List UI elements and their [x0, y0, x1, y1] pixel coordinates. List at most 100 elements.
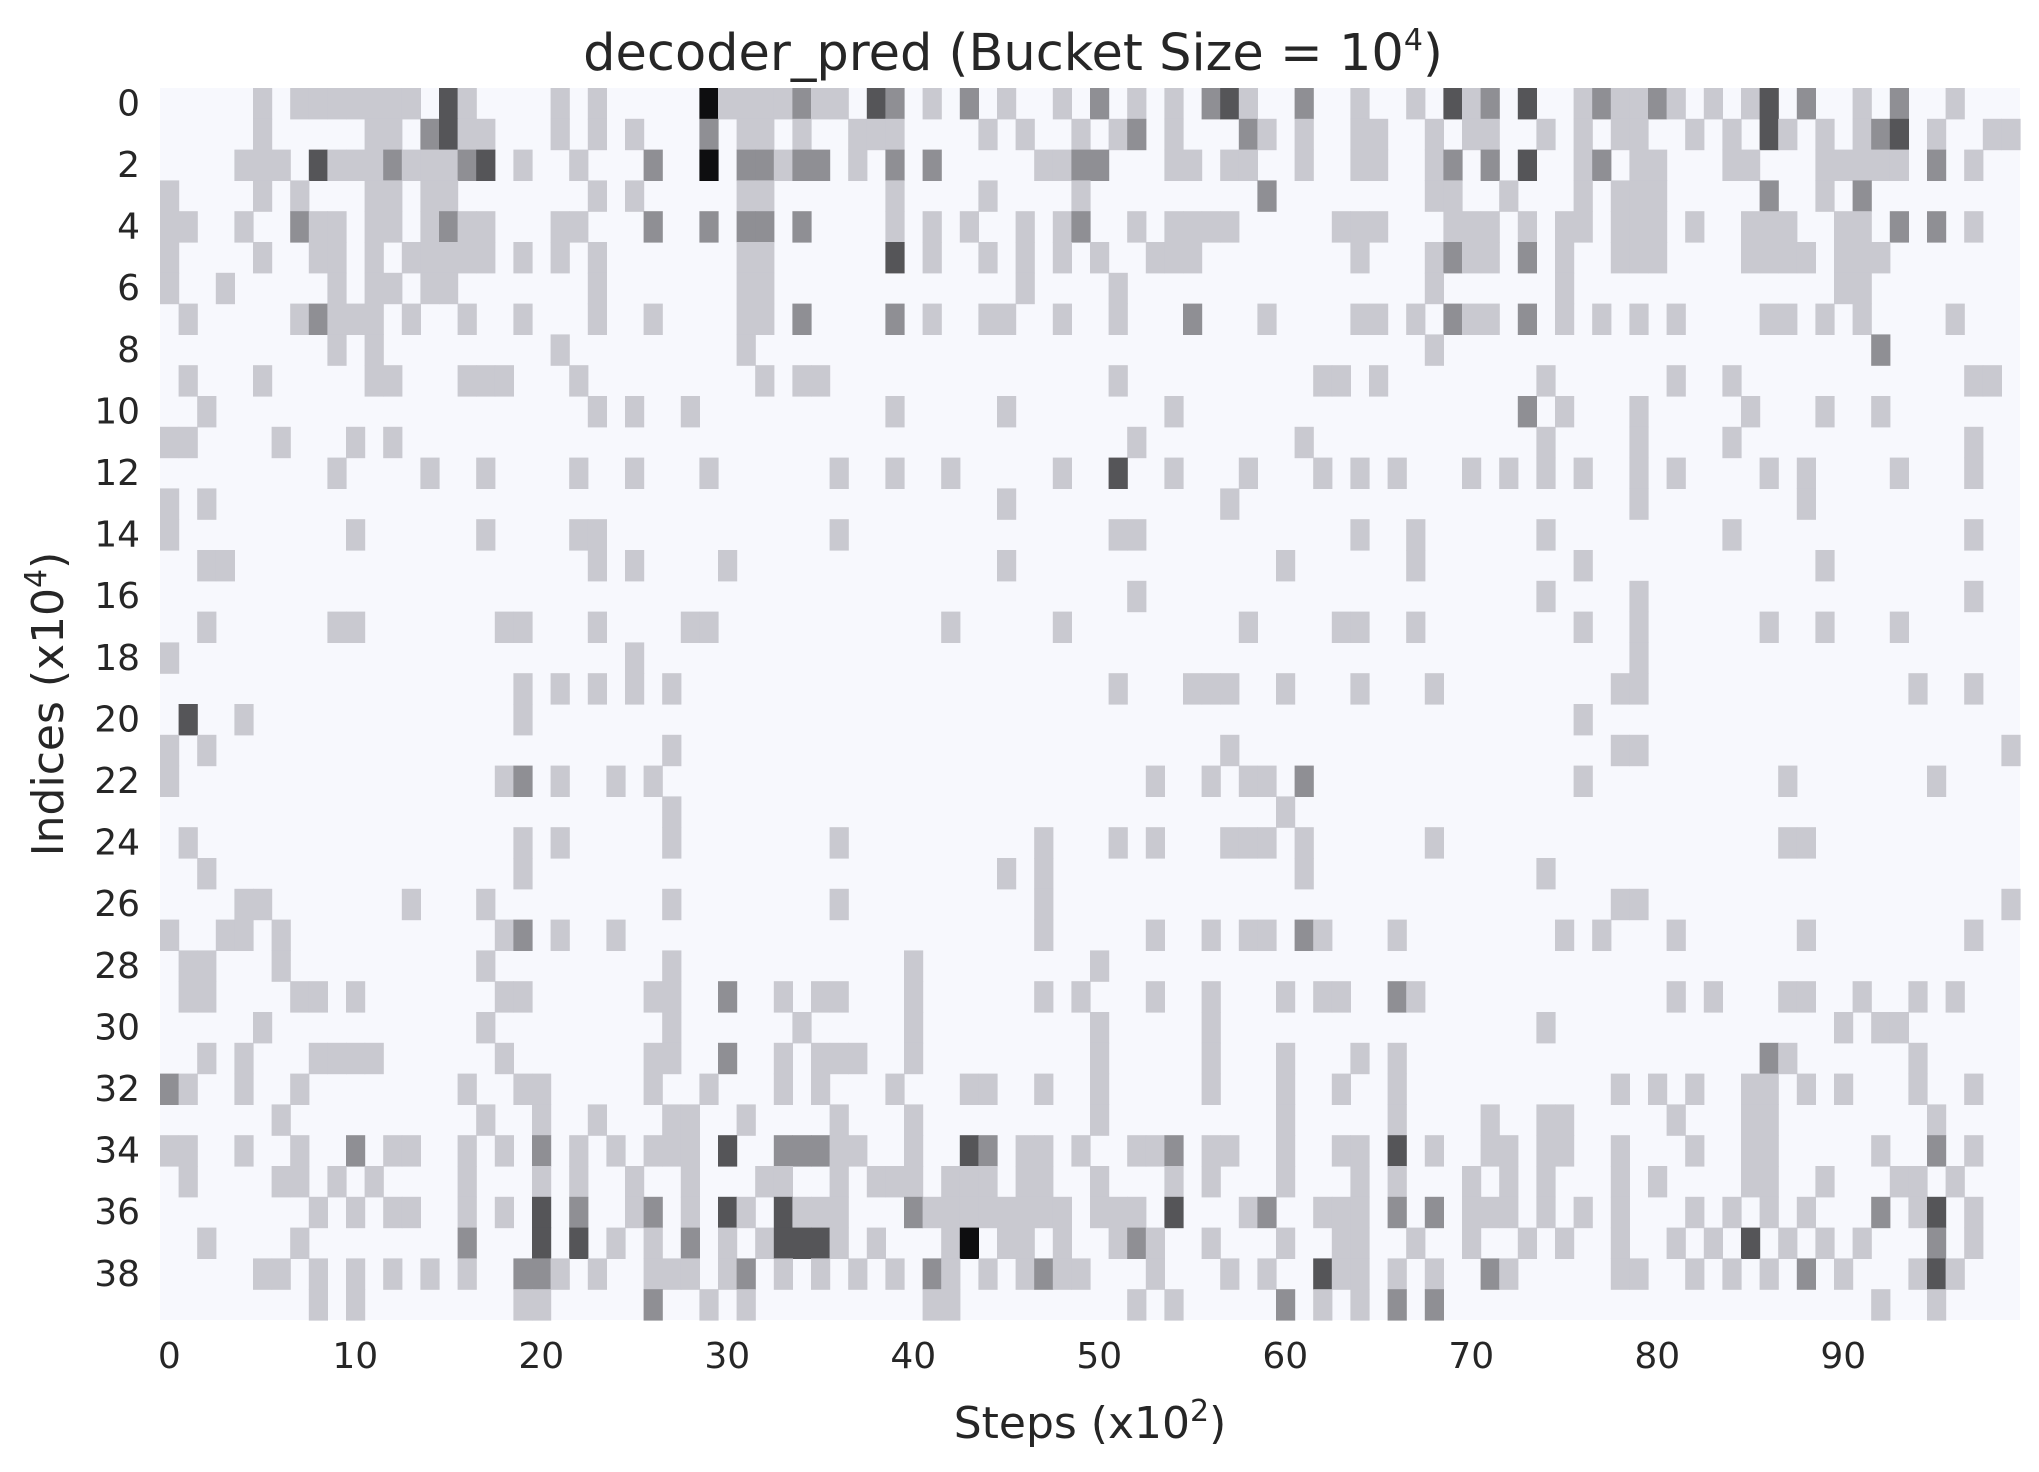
heatmap-cell: [1796, 1073, 1816, 1105]
heatmap-cell: [978, 118, 998, 151]
heatmap-cell: [904, 950, 924, 982]
heatmap-cell: [1257, 118, 1277, 151]
heatmap-cell: [1610, 1135, 1630, 1167]
heatmap-cell: [1573, 211, 1593, 243]
heatmap-cell: [383, 1135, 403, 1167]
heatmap-cell: [885, 149, 905, 181]
heatmap-cell: [1201, 1073, 1221, 1105]
heatmap-cell: [1331, 211, 1351, 243]
heatmap-cell: [1313, 1289, 1333, 1321]
y-tick-label: 34: [94, 1131, 140, 1172]
heatmap-cell: [1592, 919, 1612, 951]
heatmap-cell: [1164, 149, 1184, 181]
heatmap-cell: [1090, 1042, 1110, 1075]
heatmap-cell: [699, 1289, 719, 1321]
heatmap-cell: [1294, 149, 1314, 181]
heatmap-cell: [439, 272, 459, 305]
heatmap-cell: [1629, 457, 1649, 489]
heatmap-cell: [364, 334, 384, 366]
heatmap-cell: [1313, 981, 1333, 1013]
heatmap-cell: [401, 1135, 421, 1167]
heatmap-cell: [513, 1258, 533, 1290]
heatmap-cell: [569, 457, 589, 489]
heatmap-cell: [978, 180, 998, 212]
heatmap-cell: [383, 272, 403, 305]
x-axis-ticks: 0 10 20 30 40 50 60 70 80 90: [158, 1336, 1866, 1377]
heatmap-cell: [1499, 1258, 1519, 1290]
heatmap-cell: [1313, 457, 1333, 489]
heatmap-cell: [1889, 1012, 1909, 1044]
heatmap-cell: [457, 1258, 477, 1290]
heatmap-cell: [1164, 1166, 1184, 1198]
heatmap-cell: [476, 457, 496, 489]
heatmap-cell: [160, 1135, 180, 1167]
heatmap-cell: [1685, 1073, 1705, 1105]
heatmap-cell: [1927, 1227, 1947, 1259]
heatmap-cell: [1090, 1196, 1110, 1229]
heatmap-cell: [699, 1073, 719, 1105]
heatmap-cell: [1517, 1227, 1537, 1259]
heatmap-cell: [1164, 1289, 1184, 1321]
heatmap-cell: [1573, 457, 1593, 489]
x-tick-label: 40: [890, 1336, 936, 1377]
heatmap-cell: [1685, 211, 1705, 243]
heatmap-cell: [197, 950, 217, 982]
heatmap-cell: [1666, 919, 1686, 951]
heatmap-cell: [1759, 211, 1779, 243]
heatmap-cell: [1276, 1073, 1296, 1105]
heatmap-cell: [457, 365, 477, 397]
heatmap-cell: [1480, 1104, 1500, 1136]
heatmap-cell: [1629, 888, 1649, 921]
heatmap-cell: [1350, 673, 1370, 705]
heatmap-cell: [1257, 303, 1277, 335]
heatmap-cell: [1834, 272, 1854, 305]
heatmap-cell: [1685, 1196, 1705, 1229]
heatmap-cell: [1517, 396, 1537, 428]
heatmap-cell: [680, 1104, 700, 1136]
heatmap-cell: [662, 1135, 682, 1167]
heatmap-cell: [1796, 457, 1816, 489]
heatmap-cell: [811, 1135, 831, 1167]
heatmap-cell: [587, 272, 607, 305]
heatmap-cell: [1201, 88, 1221, 120]
heatmap-cell: [569, 1166, 589, 1198]
heatmap-cell: [643, 211, 663, 243]
heatmap-cell: [513, 303, 533, 335]
heatmap-cell: [1164, 118, 1184, 151]
heatmap-cell: [829, 888, 849, 921]
heatmap-cell: [457, 1073, 477, 1105]
heatmap-cell: [1480, 1135, 1500, 1167]
heatmap-cell: [1238, 118, 1258, 151]
heatmap-cell: [1387, 1258, 1407, 1290]
heatmap-cell: [290, 211, 310, 243]
heatmap-cell: [1499, 457, 1519, 489]
heatmap-cell: [959, 1135, 979, 1167]
heatmap-cell: [1741, 242, 1761, 274]
heatmap-cell: [1759, 118, 1779, 151]
heatmap-cell: [755, 272, 775, 305]
heatmap-cell: [811, 149, 831, 181]
heatmap-cell: [1927, 1104, 1947, 1136]
heatmap-cell: [1034, 858, 1054, 890]
heatmap-cell: [941, 1258, 961, 1290]
heatmap-cell: [1536, 457, 1556, 489]
heatmap-cell: [662, 981, 682, 1013]
heatmap-cell: [1629, 611, 1649, 643]
heatmap-cell: [885, 242, 905, 274]
heatmap-cell: [922, 211, 942, 243]
heatmap-cell: [1536, 426, 1556, 459]
heatmap-cell: [885, 1258, 905, 1290]
heatmap-cell: [1331, 1196, 1351, 1229]
heatmap-cell: [2001, 734, 2021, 767]
heatmap-cell: [1648, 88, 1668, 120]
heatmap-cell: [457, 242, 477, 274]
heatmap-cell: [606, 1227, 626, 1259]
heatmap-cell: [550, 673, 570, 705]
heatmap-cell: [1052, 611, 1072, 643]
heatmap-cell: [420, 242, 440, 274]
heatmap-cell: [1871, 334, 1891, 366]
heatmap-cell: [513, 611, 533, 643]
heatmap-cell: [1369, 365, 1389, 397]
heatmap-cell: [1331, 611, 1351, 643]
heatmap-cell: [699, 118, 719, 151]
